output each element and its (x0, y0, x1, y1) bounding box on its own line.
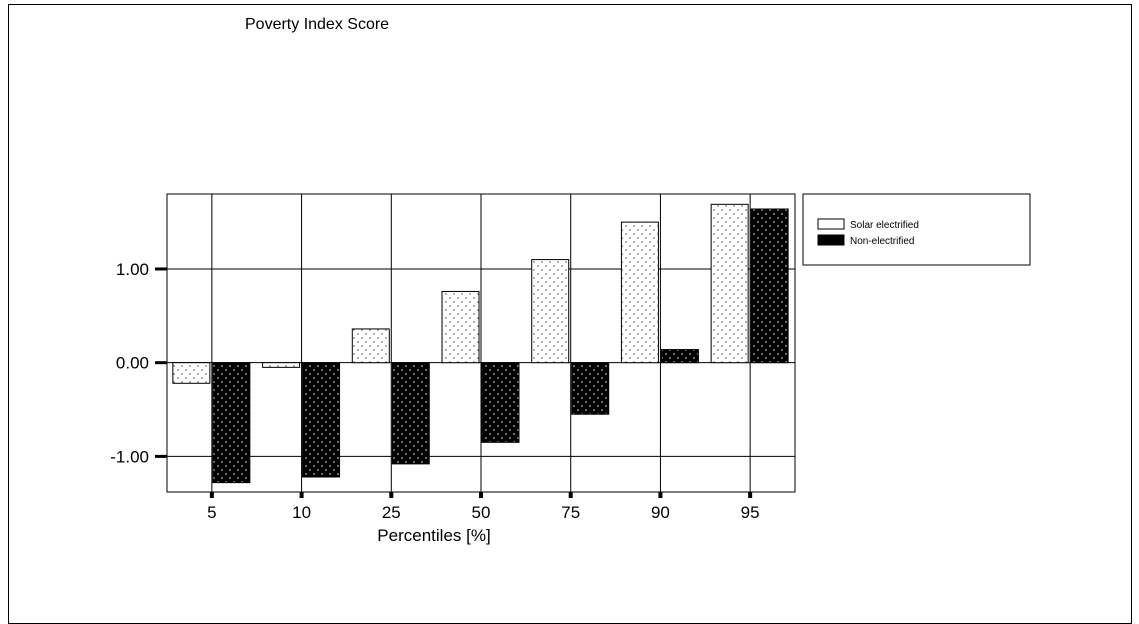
solar-bar (262, 362, 301, 368)
x-tick-mark (299, 492, 304, 498)
x-tick-mark (748, 492, 753, 498)
x-tick-label: 5 (207, 503, 216, 522)
x-tick-label: 90 (651, 503, 670, 522)
y-tick-label: -1.00 (110, 447, 149, 466)
legend-label-solar: Solar electrified (850, 220, 919, 231)
x-tick-mark (209, 492, 214, 498)
x-tick-mark (568, 492, 573, 498)
legend-swatch-non-electrified (817, 234, 845, 246)
non-electrified-bar (481, 362, 520, 443)
x-tick-label: 10 (292, 503, 311, 522)
non-electrified-bar (660, 349, 699, 364)
legend-label-non-electrified: Non-electrified (850, 236, 914, 247)
solar-bar (351, 328, 390, 364)
x-tick-mark (658, 492, 663, 498)
y-tick-label: 0.00 (116, 354, 149, 373)
x-tick-label: 50 (472, 503, 491, 522)
solar-bar (620, 221, 659, 364)
x-tick-label: 25 (382, 503, 401, 522)
non-electrified-bar (212, 362, 251, 484)
axis-layer: -1.00 0.00 1.00 5 10 25 50 75 90 95 (110, 260, 759, 522)
non-electrified-bar (750, 208, 789, 364)
x-tick-mark (389, 492, 394, 498)
grid-layer (166, 193, 796, 493)
non-electrified-bar (571, 362, 610, 415)
solar-bar (441, 290, 480, 364)
solar-bar (531, 259, 570, 364)
chart-title: Poverty Index Score (245, 16, 389, 33)
solar-bar (172, 362, 211, 384)
legend-swatch-solar (817, 218, 845, 230)
x-tick-mark (479, 492, 483, 498)
non-electrified-bar (391, 362, 430, 465)
legend: Solar electrified Non-electrified (802, 193, 1031, 266)
solar-bar (710, 203, 749, 364)
x-axis-label: Percentiles [%] (377, 526, 490, 545)
x-tick-label: 95 (741, 503, 760, 522)
bar-layer (172, 203, 789, 484)
y-tick-label: 1.00 (116, 260, 149, 279)
x-tick-label: 75 (561, 503, 580, 522)
non-electrified-bar (302, 362, 341, 478)
